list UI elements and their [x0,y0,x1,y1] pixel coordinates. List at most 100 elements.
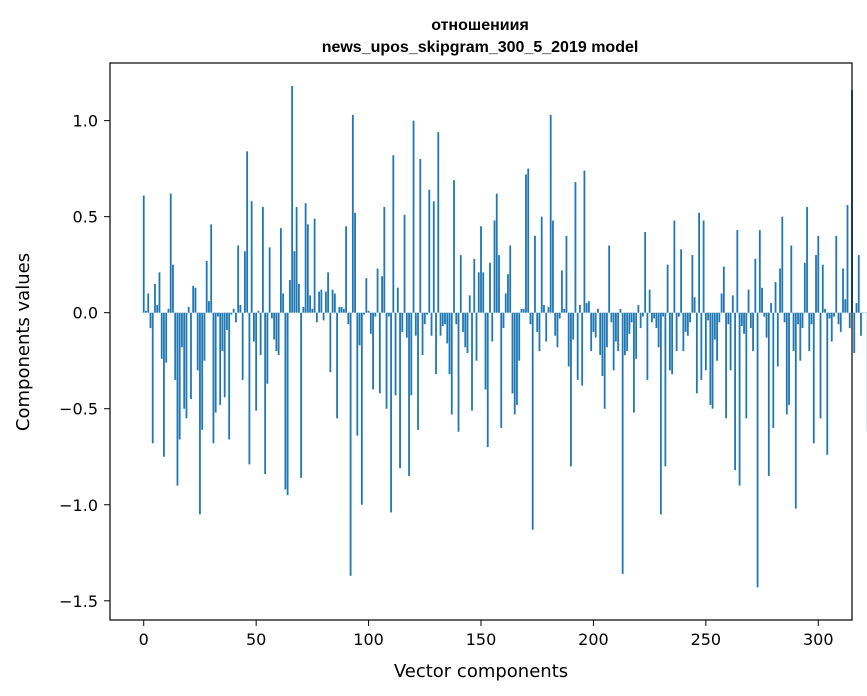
bar-156 [493,220,496,313]
bar-236 [673,220,676,313]
bar-117 [405,312,408,338]
bar-134 [444,312,446,325]
bar-239 [680,249,683,313]
bar-258 [722,266,725,313]
bar-44 [241,312,244,380]
bar-309 [837,312,840,325]
bar-123 [419,159,422,313]
bar-176 [538,312,541,352]
bar-215 [626,312,629,352]
bar-37 [226,312,228,330]
bar-257 [720,293,723,313]
bar-279 [770,303,772,313]
bar-282 [776,312,779,367]
bar-130 [435,312,437,375]
bar-211 [617,312,620,352]
bar-161 [504,293,507,313]
bar-226 [650,312,653,323]
x-tick-label: 250 [691,630,722,649]
y-tick-label: −1.0 [59,496,98,515]
x-axis-label: Vector components [394,661,568,682]
bar-36 [223,312,226,398]
x-tick-label: 50 [246,630,266,649]
bar-193 [576,312,579,380]
bar-53 [262,207,264,313]
bar-254 [713,312,716,340]
bar-94 [354,212,356,313]
bar-173 [531,312,534,530]
bar-217 [630,312,633,323]
bar-66 [291,86,294,313]
bar-191 [572,312,575,340]
bar-1 [145,310,147,313]
bar-249 [702,220,705,313]
bar-112 [394,312,397,396]
bar-228 [655,312,658,329]
bar-60 [277,312,280,355]
bar-199 [590,312,593,352]
bar-27 [203,312,206,361]
bar-149 [477,272,480,313]
bar-271 [752,312,754,352]
bar-317 [855,303,858,313]
bar-318 [857,255,860,313]
bar-235 [671,312,674,375]
bar-21 [190,312,192,400]
bar-132 [439,312,442,336]
bar-71 [302,306,305,313]
bar-16 [178,312,181,440]
bar-6 [156,305,159,313]
bar-287 [788,312,790,405]
bar-297 [810,312,813,325]
bar-93 [351,114,354,313]
bar-67 [293,251,296,313]
bar-29 [208,301,210,313]
bar-197 [585,303,588,313]
bar-277 [765,312,768,338]
bar-88 [340,306,343,313]
bar-292 [799,312,802,361]
x-tick-label: 100 [353,630,384,649]
bar-172 [529,312,532,325]
bar-15 [176,312,179,486]
bar-213 [621,312,624,574]
x-tick-label: 200 [578,630,609,649]
bar-28 [205,260,208,313]
bar-313 [846,205,849,313]
bar-310 [839,312,842,332]
bar-163 [509,245,512,313]
bar-144 [466,312,469,354]
bar-159 [500,312,503,428]
bar-314 [848,312,851,329]
bar-142 [462,312,464,332]
bar-140 [457,312,460,432]
bar-99 [365,278,368,313]
bar-209 [612,312,615,371]
y-tick-label: 0.0 [73,304,98,323]
bar-255 [716,312,718,361]
y-tick-label: −1.5 [59,592,98,611]
bar-148 [475,312,478,361]
bar-285 [783,312,786,323]
bar-82 [327,272,329,313]
bar-203 [599,312,602,355]
bar-177 [540,216,543,313]
bar-141 [459,255,462,313]
bar-299 [815,255,817,313]
bar-274 [758,230,761,313]
bar-83 [329,312,332,373]
bar-103 [374,312,377,317]
bar-12 [169,193,172,313]
bar-54 [264,312,267,475]
bar-143 [464,312,467,348]
bar-162 [507,274,509,313]
bar-168 [520,308,523,313]
bar-206 [606,312,608,348]
bar-294 [803,262,806,313]
bar-312 [844,299,847,313]
y-axis: 1.0 0.5 0.0 −0.5 −1.0 −1.5 [59,112,110,611]
bar-89 [342,308,345,313]
bar-220 [637,305,640,313]
bar-111 [392,155,395,313]
bar-298 [812,312,815,444]
